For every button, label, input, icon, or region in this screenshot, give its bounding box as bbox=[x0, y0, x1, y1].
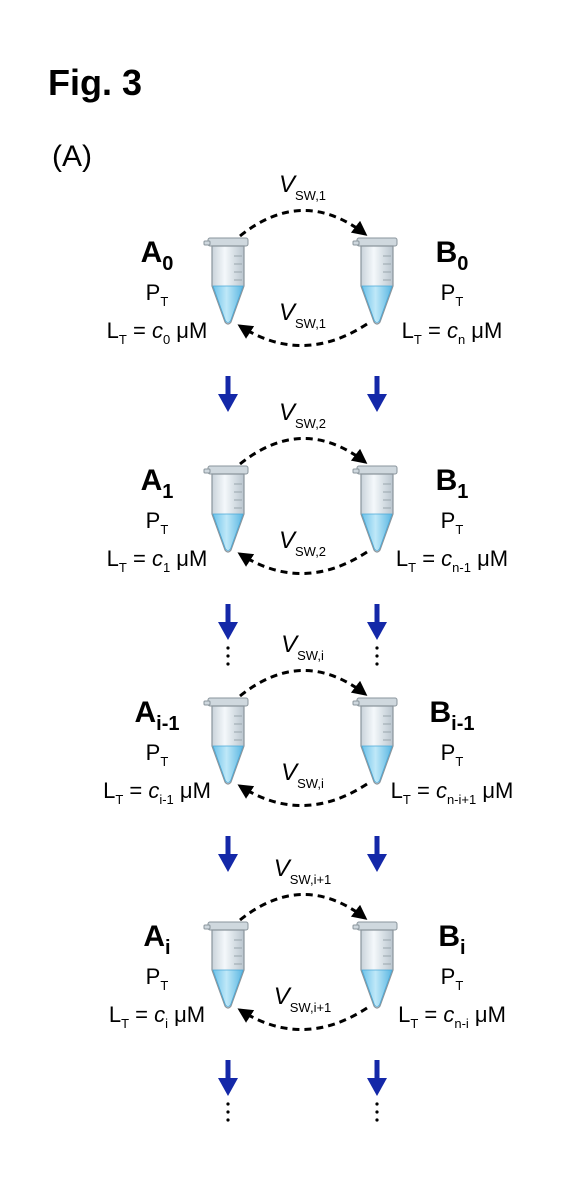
down-arrow-right bbox=[367, 1060, 387, 1096]
transfer-arrow-bottom bbox=[237, 782, 368, 807]
transfer-arrow-top bbox=[239, 437, 368, 466]
transfer-arrow-top bbox=[239, 669, 368, 698]
tube-b-3 bbox=[352, 921, 398, 1009]
transfer-arrow-top bbox=[239, 893, 368, 922]
left-tube-label: A1 bbox=[141, 464, 174, 503]
panel-label: (A) bbox=[52, 140, 92, 173]
tube-a-2 bbox=[203, 697, 249, 785]
down-arrow-right bbox=[367, 604, 387, 640]
transfer-volume-bottom: VSW,i+1 bbox=[274, 983, 332, 1015]
ellipsis-left bbox=[226, 1102, 230, 1122]
transfer-volume-top: VSW,2 bbox=[279, 399, 326, 431]
right-ligand-total: LT = cn μM bbox=[402, 318, 503, 347]
transfer-volume-bottom: VSW,2 bbox=[279, 527, 326, 559]
right-tube-label: B0 bbox=[436, 236, 469, 275]
right-tube-label: B1 bbox=[436, 464, 469, 503]
tube-a-1 bbox=[203, 465, 249, 553]
left-ligand-total: LT = ci-1 μM bbox=[103, 778, 211, 807]
right-protein-total: PT bbox=[441, 508, 464, 537]
down-arrow-left bbox=[218, 1060, 238, 1096]
transfer-arrow-top bbox=[239, 209, 368, 238]
left-ligand-total: LT = ci μM bbox=[109, 1002, 205, 1031]
down-arrow-left bbox=[218, 376, 238, 412]
down-arrow-right bbox=[367, 836, 387, 872]
tube-a-3 bbox=[203, 921, 249, 1009]
left-protein-total: PT bbox=[146, 740, 169, 769]
transfer-arrow-bottom bbox=[237, 1006, 368, 1031]
left-protein-total: PT bbox=[146, 508, 169, 537]
ellipsis-right bbox=[375, 646, 379, 666]
right-ligand-total: LT = cn-i+1 μM bbox=[391, 778, 514, 807]
transfer-volume-top: VSW,1 bbox=[279, 171, 326, 203]
down-arrow-left bbox=[218, 836, 238, 872]
down-arrow-right bbox=[367, 376, 387, 412]
left-ligand-total: LT = c0 μM bbox=[107, 318, 208, 347]
left-ligand-total: LT = c1 μM bbox=[107, 546, 208, 575]
ellipsis-left bbox=[226, 646, 230, 666]
transfer-volume-bottom: VSW,1 bbox=[279, 299, 326, 331]
transfer-arrow-bottom bbox=[237, 322, 368, 347]
figure-title: Fig. 3 bbox=[48, 62, 143, 103]
left-protein-total: PT bbox=[146, 964, 169, 993]
left-tube-label: A0 bbox=[141, 236, 174, 275]
ellipsis-right bbox=[375, 1102, 379, 1122]
right-ligand-total: LT = cn-i μM bbox=[398, 1002, 506, 1031]
tube-b-1 bbox=[352, 465, 398, 553]
transfer-volume-bottom: VSW,i bbox=[281, 759, 324, 791]
right-ligand-total: LT = cn-1 μM bbox=[396, 546, 508, 575]
left-tube-label: Ai bbox=[143, 920, 170, 959]
right-tube-label: Bi-1 bbox=[429, 696, 474, 735]
transfer-arrow-bottom bbox=[237, 550, 368, 575]
tube-b-0 bbox=[352, 237, 398, 325]
left-protein-total: PT bbox=[146, 280, 169, 309]
left-tube-label: Ai-1 bbox=[134, 696, 179, 735]
down-arrow-left bbox=[218, 604, 238, 640]
right-protein-total: PT bbox=[441, 280, 464, 309]
transfer-volume-top: VSW,i bbox=[281, 631, 324, 663]
transfer-volume-top: VSW,i+1 bbox=[274, 855, 332, 887]
tube-b-2 bbox=[352, 697, 398, 785]
tube-a-0 bbox=[203, 237, 249, 325]
right-protein-total: PT bbox=[441, 964, 464, 993]
right-tube-label: Bi bbox=[438, 920, 465, 959]
right-protein-total: PT bbox=[441, 740, 464, 769]
